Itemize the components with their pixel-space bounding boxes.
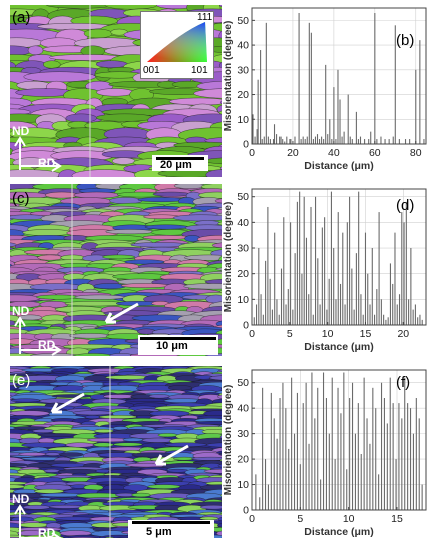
plot-frame	[251, 7, 427, 145]
y-tick-label: 30	[237, 64, 249, 76]
y-tick-label: 10	[237, 114, 249, 126]
ipf-triangle	[147, 22, 207, 62]
scale-bg	[138, 335, 218, 355]
y-tick-label: 40	[237, 403, 249, 415]
ebsd-map-image	[10, 184, 222, 356]
panel-label-f: (f)	[396, 374, 411, 391]
x-tick-label: 80	[410, 147, 422, 159]
x-tick-label: 5	[287, 328, 293, 340]
x-tick-label: 60	[369, 147, 381, 159]
white-arrow-icon	[104, 302, 139, 324]
grid	[251, 8, 426, 145]
y-tick-label: 30	[237, 243, 249, 255]
chart-svg: 0 20 40 60 80 0 10 20 30 40 50 Distance (μm) Misorie…	[223, 7, 427, 172]
misorientation-chart-d: 0 5 10 15 20 0 10 20 30 40 50 Distance (μm) Misorien…	[222, 183, 434, 361]
y-tick-label: 50	[237, 377, 249, 389]
y-tick-label: 0	[243, 505, 249, 517]
white-arrow-icon	[154, 444, 189, 466]
x-tick-label: 10	[322, 328, 334, 340]
axes-arrows	[14, 316, 62, 356]
x-tick-label: 20	[397, 328, 409, 340]
ipf-color-key: 111 001 101	[140, 11, 214, 79]
y-tick-label: 0	[243, 139, 249, 151]
y-tick-label: 30	[237, 428, 249, 440]
x-tick-label: 0	[249, 147, 255, 159]
x-tick-label: 0	[249, 513, 255, 525]
misorientation-chart-b: 0 20 40 60 80 0 10 20 30 40 50 Distance (μm) Misorie…	[222, 2, 434, 180]
ebsd-map-e	[10, 366, 222, 538]
ebsd-map-c	[10, 184, 222, 356]
y-tick-label: 20	[237, 89, 249, 101]
panel-label-a: (a)	[12, 9, 31, 26]
scale-label: 10 μm	[156, 340, 188, 352]
ipf-label-101: 101	[191, 65, 208, 76]
y-tick-label: 40	[237, 217, 249, 229]
scale-line	[156, 157, 204, 160]
y-tick-label: 50	[237, 191, 249, 203]
x-tick-label: 0	[249, 328, 255, 340]
chart-svg: 0 5 10 15 0 10 20 30 40 50 Distance (μm) Misorienta…	[223, 369, 427, 538]
axis-nd: ND	[12, 492, 30, 506]
y-tick-label: 0	[243, 320, 249, 332]
white-arrow-icon	[50, 392, 85, 414]
ebsd-map-image	[10, 366, 222, 538]
y-tick-label: 20	[237, 454, 249, 466]
panel-label-e: (e)	[12, 372, 31, 389]
plot-frame	[251, 188, 427, 326]
panel-label-b: (b)	[396, 32, 415, 49]
axis-rd: RD	[38, 156, 56, 170]
x-tick-label: 40	[328, 147, 340, 159]
y-tick-label: 50	[237, 15, 249, 27]
y-tick-label: 10	[237, 479, 249, 491]
panel-label-c: (c)	[12, 190, 30, 207]
x-tick-label: 10	[343, 513, 355, 525]
x-tick-label: 15	[391, 513, 403, 525]
scale-label: 5 μm	[146, 526, 172, 538]
axis-rd: RD	[38, 338, 56, 352]
ipf-label-111: 111	[197, 12, 213, 23]
axis-rd: RD	[38, 526, 56, 540]
ipf-label-001: 001	[143, 65, 160, 76]
grid	[251, 370, 426, 511]
x-axis-label: Distance (μm)	[304, 526, 373, 538]
axes-arrows	[14, 136, 62, 172]
y-axis-label: Misorientation (degree)	[223, 385, 234, 496]
chart-svg: 0 5 10 15 20 0 10 20 30 40 50 Distance (μm) Misorien…	[223, 188, 427, 353]
scale-bg	[128, 520, 214, 542]
axis-nd: ND	[12, 124, 30, 138]
scale-label: 20 μm	[160, 159, 192, 171]
y-tick-label: 10	[237, 294, 249, 306]
scale-line	[132, 521, 210, 524]
x-tick-label: 5	[297, 513, 303, 525]
y-tick-label: 20	[237, 268, 249, 280]
y-tick-label: 40	[237, 40, 249, 52]
y-axis-label: Misorientation (degree)	[223, 202, 234, 313]
x-tick-label: 15	[360, 328, 372, 340]
panel-label-d: (d)	[396, 197, 415, 214]
plot-frame	[251, 369, 427, 511]
x-axis-label: Distance (μm)	[304, 160, 373, 172]
scale-line	[140, 337, 216, 340]
axis-nd: ND	[12, 304, 30, 318]
x-tick-label: 20	[287, 147, 299, 159]
y-axis-label: Misorientation (degree)	[223, 21, 234, 132]
axes-arrows	[14, 504, 62, 544]
x-axis-label: Distance (μm)	[304, 341, 373, 353]
misorientation-chart-f: 0 5 10 15 0 10 20 30 40 50 Distance (μm) Misorienta…	[222, 364, 434, 542]
